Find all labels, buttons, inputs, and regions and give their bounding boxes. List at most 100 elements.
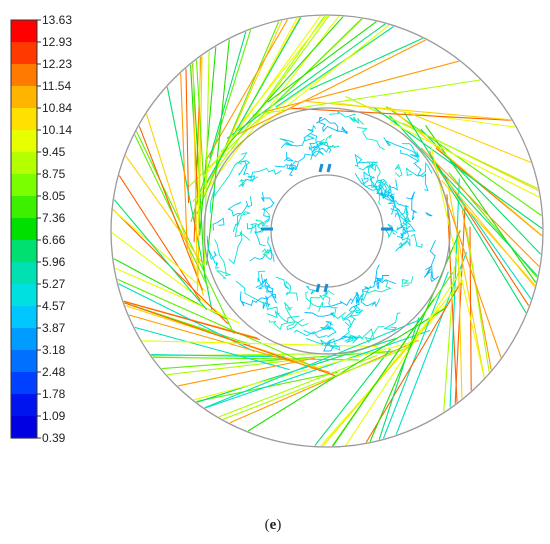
pathline-tangle [275, 276, 299, 301]
pathline-tangle [238, 178, 248, 187]
blade-marks [261, 163, 393, 293]
pathline-streak [309, 37, 423, 91]
pathline-tangle [376, 278, 396, 290]
pathline-tangle [394, 163, 403, 178]
pathline-tangle [394, 210, 403, 230]
pathline-streak [195, 60, 205, 186]
pathline-streak [389, 121, 540, 198]
pathline-tangle [406, 191, 417, 221]
pathline-tangle [306, 294, 338, 310]
colorbar-cell [11, 196, 37, 219]
colorbar-cell [11, 174, 37, 197]
pathline-tangle [405, 161, 433, 177]
pathline-tangle [261, 248, 273, 256]
pathline-tangle [260, 221, 269, 227]
colorbar-tick-label: 11.54 [42, 79, 71, 93]
pathline-streak [197, 56, 203, 286]
pathline-tangle [321, 336, 348, 352]
pathline-tangle [214, 239, 231, 279]
pathline-tangle [344, 334, 364, 344]
pathline-tangle [429, 240, 436, 280]
pathline-tangle [344, 304, 362, 328]
colorbar-tick-label: 3.18 [42, 343, 66, 357]
pathline-tangle [400, 149, 429, 191]
pathline-streak [430, 146, 485, 378]
pathline-tangle [285, 132, 323, 151]
pathline-tangle [385, 223, 398, 239]
pathline-streak [441, 180, 536, 286]
pathline-tangle [235, 280, 280, 315]
inner-ring-boundary [203, 107, 451, 355]
pathline-streak [151, 354, 285, 358]
pathline-tangle [354, 153, 378, 168]
pathline-tangle [357, 126, 385, 150]
pathline-streak [314, 348, 391, 447]
pathline-streak [263, 60, 460, 113]
pathline-streak [332, 298, 435, 447]
pathline-tangle [279, 138, 295, 149]
pathline-streak [420, 147, 540, 267]
blade-mark-top [318, 163, 332, 173]
pathline-tangle [257, 270, 266, 287]
pathline-tangle [268, 319, 309, 331]
pathline-tangle [320, 326, 337, 338]
pathline-tangle [236, 160, 251, 176]
pathline-tangle [267, 236, 275, 262]
pathline-tangle [376, 189, 395, 204]
colorbar-tick-label: 2.48 [42, 365, 66, 379]
pathline-tangle [339, 311, 353, 340]
pathline-tangle [305, 285, 317, 295]
pathline-tangle [286, 162, 297, 171]
pathline-tangle [239, 291, 269, 309]
hub-boundary [270, 174, 384, 288]
pathline-streak [206, 24, 390, 170]
pathline-streak [425, 125, 537, 283]
pathline-tangle [361, 177, 394, 199]
pathline-streak [408, 112, 532, 163]
pathline-streak [420, 128, 542, 255]
pathline-tangle [373, 264, 384, 283]
pathline-streak [291, 107, 512, 121]
pathline-tangle [362, 274, 390, 291]
pathline-streak [234, 15, 328, 132]
pathline-tangle [305, 291, 324, 312]
pathline-streak [365, 281, 463, 443]
pathline-tangle [318, 116, 339, 133]
colorbar-tick-label: 5.96 [42, 255, 66, 269]
pathline-tangle [425, 212, 433, 217]
colorbar-cell [11, 416, 37, 439]
colorbar-tick-label: 1.78 [42, 387, 66, 401]
figure-caption: (e) [265, 517, 282, 533]
colorbar-tick-label: 8.75 [42, 167, 66, 181]
pathline-tangle [328, 110, 357, 118]
pathline-streak [142, 340, 378, 348]
pathline-streak [382, 271, 449, 439]
pathline-streak [247, 308, 446, 432]
pathline-tangle [348, 326, 385, 344]
colorbar-frame [10, 19, 38, 439]
flow-pathlines-diagram [110, 14, 544, 448]
pathline-tangle [400, 205, 416, 236]
colorbar-tick-label: 7.36 [42, 211, 66, 225]
pathline-tangle [323, 338, 338, 347]
pathline-tangle [314, 134, 333, 145]
colorbar-tick-label: 13.63 [42, 13, 72, 27]
pathline-streak [229, 339, 419, 424]
colorbar-tick-label: 5.27 [42, 277, 66, 291]
pathline-streak [389, 106, 543, 236]
pathline-streak [192, 62, 199, 292]
pathline-tangle [410, 233, 423, 248]
pathline-tangle [315, 118, 348, 135]
pathline-streak [345, 268, 463, 446]
pathline-streak [385, 106, 542, 216]
pathline-tangle [423, 265, 439, 283]
colorbar-cell [11, 394, 37, 417]
colorbar-cell [11, 262, 37, 285]
colorbar-tick-label: 6.66 [42, 233, 66, 247]
pathline-tangle [348, 116, 364, 126]
colorbar-tick-label: 4.57 [42, 299, 66, 313]
pathline-tangle [346, 334, 359, 343]
colorbar-cell [11, 218, 37, 241]
pathline-tangle [308, 142, 332, 154]
pathline-tangle [401, 276, 414, 287]
